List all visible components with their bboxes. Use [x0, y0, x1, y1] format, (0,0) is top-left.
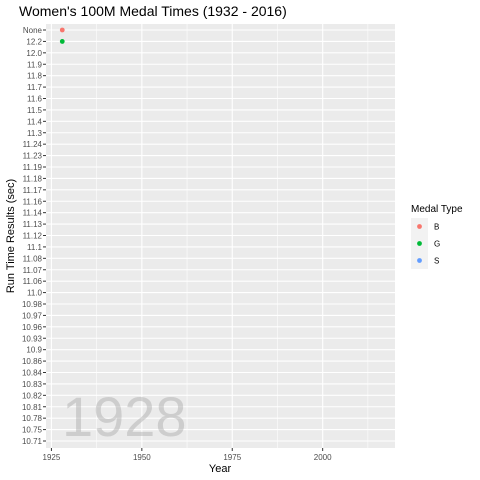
- data-point-g: [59, 39, 65, 44]
- y-tick-label: 10.71: [22, 437, 43, 446]
- y-tick-label: 11.4: [27, 117, 43, 126]
- y-tick-label: 10.81: [22, 403, 43, 412]
- y-tick-label: 11.3: [27, 129, 43, 138]
- y-tick-label: 10.86: [22, 357, 43, 366]
- data-point-b: [59, 27, 65, 33]
- y-tick-label: 12.0: [26, 49, 42, 58]
- x-axis-title: Year: [209, 463, 232, 475]
- y-tick-label: 11.19: [23, 163, 43, 172]
- y-tick-label: 11.9: [27, 60, 43, 69]
- y-tick-label: 11.08: [23, 254, 43, 263]
- data-points: [59, 27, 65, 44]
- y-axis-title: Run Time Results (sec): [5, 179, 17, 293]
- legend-label-g: G: [434, 240, 440, 249]
- y-axis-ticks: 10.71 10.75 10.78 10.81 10.82 10.83 10.84 10.86…: [22, 26, 46, 446]
- y-tick-label: 12.2: [26, 37, 42, 46]
- legend-label-s: S: [434, 257, 439, 266]
- x-axis-ticks: 1925 1950 1975 2000: [43, 448, 332, 462]
- y-tick-label: 11.24: [23, 140, 43, 149]
- legend-items: BGS: [411, 218, 440, 269]
- y-tick-label: 10.9: [26, 346, 42, 355]
- y-tick-label: 11.16: [23, 197, 43, 206]
- y-tick-label: 10.75: [22, 426, 43, 435]
- y-tick-label: 11.14: [23, 209, 43, 218]
- y-tick-label: 11.5: [27, 106, 43, 115]
- x-tick-label: 1975: [223, 453, 241, 462]
- grid-lines: [46, 24, 395, 448]
- y-tick-label: 10.96: [22, 323, 43, 332]
- y-tick-label: 11.07: [23, 266, 43, 275]
- y-tick-label: 10.82: [22, 391, 43, 400]
- y-tick-label: 10.78: [22, 414, 43, 423]
- y-tick-label: 11.8: [27, 72, 43, 81]
- legend-title: Medal Type: [411, 204, 463, 215]
- legend-key-s: [417, 258, 422, 263]
- x-tick-label: 1950: [133, 453, 151, 462]
- y-tick-label: 10.84: [22, 369, 43, 378]
- y-tick-label: 10.98: [22, 300, 43, 309]
- legend: Medal Type BGS: [411, 204, 463, 269]
- legend-label-b: B: [434, 223, 439, 232]
- y-tick-label: 11.18: [23, 174, 43, 183]
- y-tick-label: 10.83: [22, 380, 43, 389]
- y-tick-label: 10.97: [22, 311, 43, 320]
- y-tick-label: 11.12: [23, 232, 43, 241]
- frame-year-label: 1928: [62, 385, 187, 448]
- y-tick-label: 11.13: [23, 220, 43, 229]
- y-tick-label: 11.1: [27, 243, 43, 252]
- legend-key-g: [417, 241, 422, 246]
- chart-title: Women's 100M Medal Times (1932 - 2016): [19, 3, 287, 19]
- y-tick-label: 10.93: [22, 334, 43, 343]
- y-tick-label: None: [23, 26, 43, 35]
- y-tick-label: 11.0: [27, 289, 43, 298]
- y-tick-label: 11.23: [23, 152, 43, 161]
- x-tick-label: 2000: [314, 453, 332, 462]
- y-tick-label: 11.06: [23, 277, 43, 286]
- legend-key-b: [417, 224, 422, 229]
- x-tick-label: 1925: [43, 453, 61, 462]
- y-tick-label: 11.17: [23, 186, 43, 195]
- y-tick-label: 11.7: [27, 83, 43, 92]
- y-tick-label: 11.6: [27, 95, 43, 104]
